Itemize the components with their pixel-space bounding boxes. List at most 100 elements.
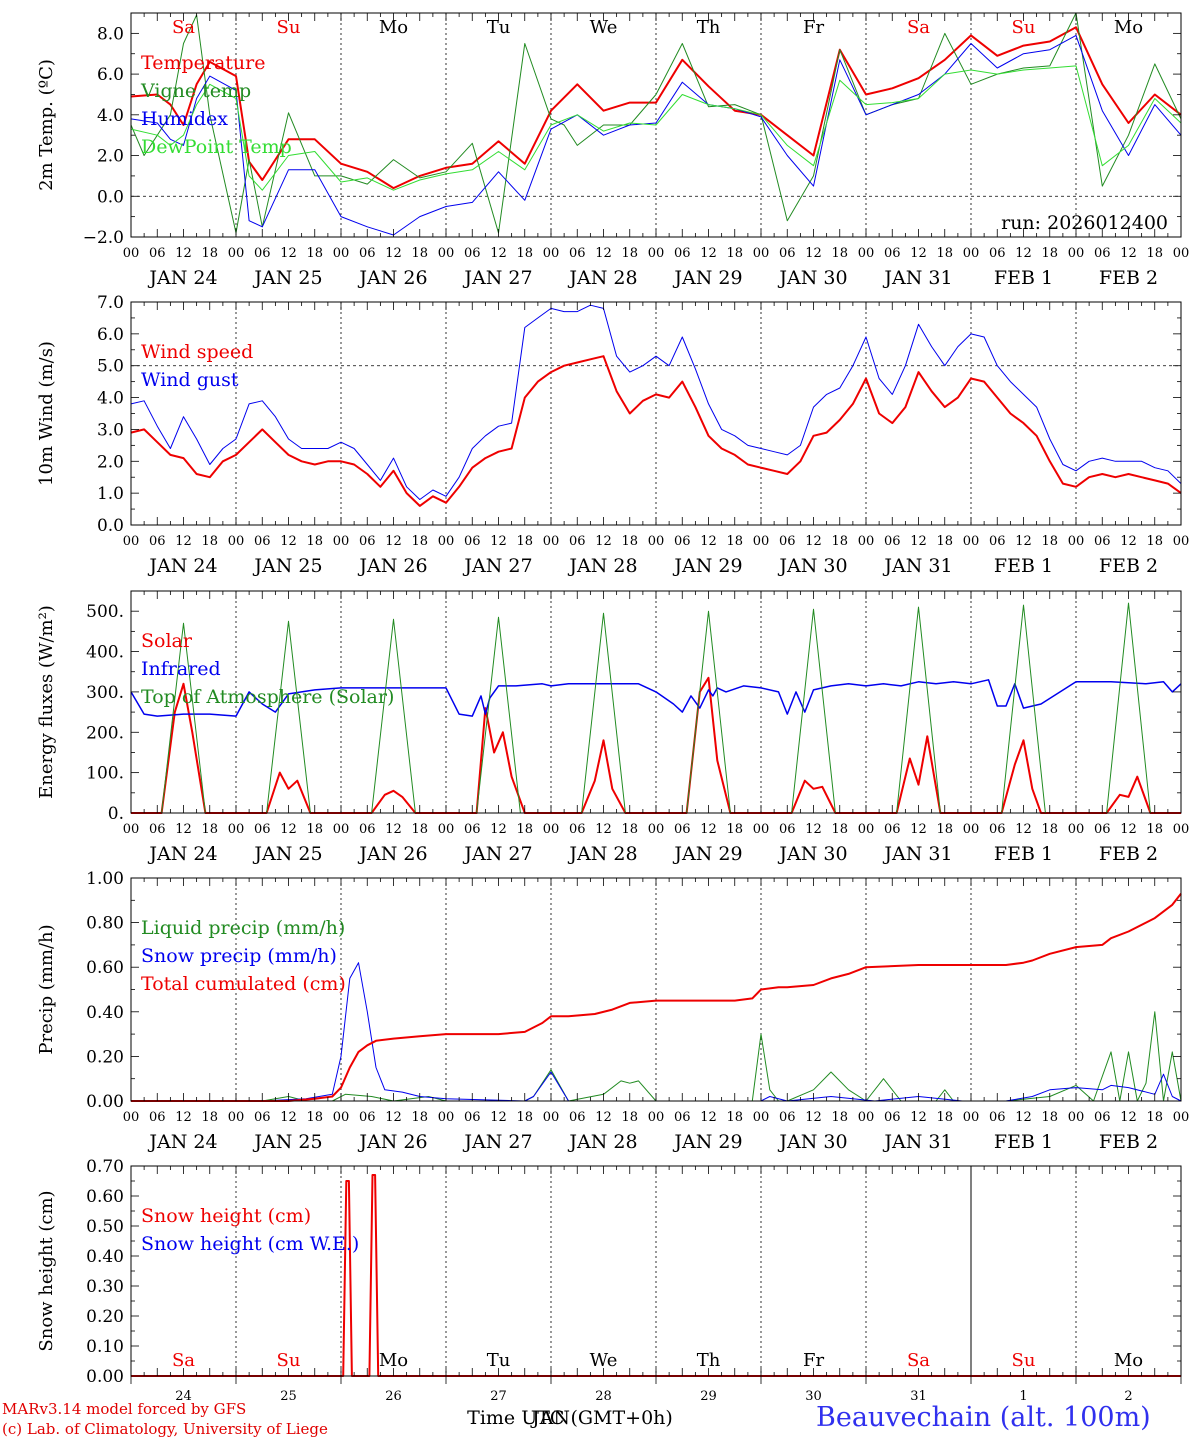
hour-label: 00 (1068, 822, 1085, 837)
hour-label: 12 (385, 534, 402, 549)
x-axis-label: Time UTC (GMT+0h) (467, 1407, 673, 1429)
legend-entry: DewPoint Temp (141, 136, 292, 158)
date-label: FEB 1 (994, 1131, 1053, 1153)
hour-label: 12 (1015, 1110, 1032, 1125)
y-tick-label: 300. (86, 683, 124, 703)
hour-label: 00 (543, 822, 560, 837)
weekday-label: Mo (1114, 1350, 1143, 1371)
hour-label: 00 (648, 822, 665, 837)
hour-label: 06 (989, 822, 1006, 837)
date-label: FEB 1 (994, 267, 1053, 289)
hour-label: 12 (595, 822, 612, 837)
hour-label: 06 (359, 822, 376, 837)
hour-label: 18 (1041, 1110, 1058, 1125)
hour-label: 12 (1120, 534, 1137, 549)
date-label: JAN 26 (357, 555, 427, 577)
y-tick-label: 1.00 (86, 869, 124, 889)
hour-label: 06 (149, 822, 166, 837)
hour-label: 12 (910, 246, 927, 261)
hour-label: 18 (306, 534, 323, 549)
hour-label: 00 (648, 246, 665, 261)
hour-label: 06 (464, 246, 481, 261)
day-number: 25 (280, 1389, 297, 1404)
hour-label: 18 (201, 822, 218, 837)
hour-label: 18 (201, 246, 218, 261)
hour-label: 06 (569, 534, 586, 549)
legend-entry: Vigne temp (140, 80, 251, 102)
weekday-label: Mo (379, 17, 408, 38)
hour-label: 06 (1094, 534, 1111, 549)
hour-label: 06 (779, 822, 796, 837)
legend-entry: Wind gust (141, 369, 239, 391)
hour-label: 12 (490, 534, 507, 549)
y-tick-label: 2.0 (97, 147, 124, 167)
weekday-label: Mo (379, 1350, 408, 1371)
hour-label: 12 (910, 534, 927, 549)
series-dewpoint-temp (130, 65, 1182, 191)
series-vigne-temp (130, 12, 1182, 234)
y-tick-label: 6.0 (97, 325, 124, 345)
hour-label: 18 (306, 822, 323, 837)
date-label: JAN 29 (672, 267, 742, 289)
y-tick-label: 0.60 (86, 1187, 124, 1207)
hour-label: 18 (936, 534, 953, 549)
hour-label: 00 (333, 246, 350, 261)
y-tick-label: 400. (86, 643, 124, 663)
hour-label: 18 (831, 822, 848, 837)
hour-label: 00 (543, 534, 560, 549)
hour-label: 06 (779, 246, 796, 261)
hour-label: 00 (963, 822, 980, 837)
hour-label: 12 (910, 1110, 927, 1125)
hour-label: 18 (1146, 1110, 1163, 1125)
date-label: JAN 27 (462, 555, 532, 577)
date-label: JAN 29 (672, 1131, 742, 1153)
hour-label: 00 (228, 1110, 245, 1125)
y-tick-label: 3.0 (97, 420, 124, 440)
x-axis-month: JAN (530, 1407, 570, 1429)
hour-label: 00 (228, 534, 245, 549)
hour-label: 00 (1173, 822, 1190, 837)
hour-label: 18 (1041, 822, 1058, 837)
weekday-label: Sa (907, 17, 930, 38)
hour-label: 06 (254, 246, 271, 261)
hour-label: 00 (1173, 1110, 1190, 1125)
hour-label: 00 (753, 1110, 770, 1125)
hour-label: 06 (779, 1110, 796, 1125)
hour-label: 00 (858, 822, 875, 837)
series-infrared (130, 679, 1182, 717)
hour-label: 06 (674, 534, 691, 549)
hour-label: 06 (464, 822, 481, 837)
date-label: JAN 31 (882, 1131, 952, 1153)
hour-label: 00 (438, 822, 455, 837)
hour-label: 12 (595, 534, 612, 549)
date-label: FEB 2 (1099, 843, 1158, 865)
date-label: JAN 28 (567, 267, 637, 289)
date-label: FEB 1 (994, 555, 1053, 577)
hour-label: 18 (621, 822, 638, 837)
hour-label: 18 (201, 1110, 218, 1125)
hour-label: 12 (490, 822, 507, 837)
hour-label: 18 (726, 246, 743, 261)
hour-label: 00 (543, 246, 560, 261)
hour-label: 12 (700, 534, 717, 549)
series-wind-speed (130, 355, 1182, 507)
hour-label: 12 (700, 1110, 717, 1125)
y-tick-label: 0.00 (86, 1092, 124, 1112)
lab-credit: (c) Lab. of Climatology, University of L… (2, 1420, 328, 1438)
hour-label: 18 (516, 246, 533, 261)
hour-label: 18 (936, 246, 953, 261)
hour-label: 00 (963, 246, 980, 261)
hour-label: 12 (595, 1110, 612, 1125)
date-label: JAN 24 (147, 267, 217, 289)
hour-label: 06 (779, 534, 796, 549)
hour-label: 06 (989, 1110, 1006, 1125)
y-tick-label: 0.80 (86, 914, 124, 934)
hour-label: 06 (254, 534, 271, 549)
y-tick-label: 0.20 (86, 1307, 124, 1327)
hour-label: 18 (306, 1110, 323, 1125)
y-axis-label: Precip (mm/h) (36, 924, 57, 1054)
date-label: JAN 27 (462, 843, 532, 865)
hour-label: 00 (333, 822, 350, 837)
hour-label: 12 (1120, 246, 1137, 261)
hour-label: 12 (805, 246, 822, 261)
